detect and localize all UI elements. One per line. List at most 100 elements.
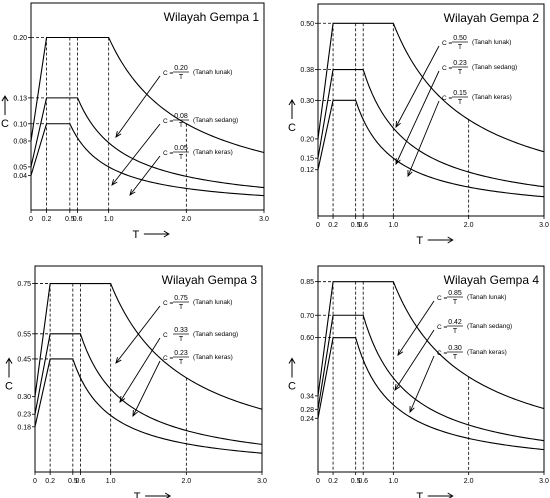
formula-denominator: T bbox=[458, 44, 463, 51]
soil-type-label: (Tanah lunak) bbox=[193, 69, 232, 76]
x-tick-label: 0.5 bbox=[65, 216, 75, 223]
formula-prefix: C = bbox=[163, 118, 174, 125]
formula-numerator: 0.42 bbox=[448, 319, 462, 326]
formula-denominator: T bbox=[453, 299, 458, 306]
y-tick-label: 0.15 bbox=[300, 156, 314, 163]
formula-prefix: C = bbox=[442, 40, 453, 47]
chart-panel-4: Wilayah Gempa 40.850.700.600.340.280.240… bbox=[288, 265, 549, 498]
x-tick-label: 0.5 bbox=[351, 222, 361, 229]
y-tick-label: 0.55 bbox=[17, 331, 31, 338]
y-axis-label: C bbox=[288, 380, 296, 392]
x-tick-label: 3.0 bbox=[257, 478, 267, 485]
y-tick-label: 0.38 bbox=[300, 67, 314, 74]
y-axis-arrowhead bbox=[288, 98, 296, 106]
x-tick-label: 2.0 bbox=[464, 478, 474, 485]
series-line bbox=[317, 99, 545, 198]
series-line bbox=[317, 68, 545, 188]
formula-denominator: T bbox=[179, 304, 184, 311]
formula-numerator: 0.08 bbox=[174, 113, 188, 120]
annotation-arrow bbox=[409, 355, 435, 413]
x-tick-label: 2.0 bbox=[464, 222, 474, 229]
formula-numerator: 0.33 bbox=[174, 327, 188, 334]
y-tick-label: 0.05 bbox=[13, 164, 27, 171]
x-axis-label: T bbox=[416, 491, 423, 498]
series-line bbox=[317, 337, 545, 451]
x-tick-label: 0.6 bbox=[73, 216, 83, 223]
series-line bbox=[317, 314, 545, 442]
series-line bbox=[30, 97, 265, 189]
annotation-arrowhead bbox=[394, 384, 401, 391]
y-tick-label: 0.50 bbox=[300, 21, 314, 28]
formula-prefix: C = bbox=[163, 70, 174, 77]
y-axis-arrowhead bbox=[1, 95, 9, 102]
soil-type-label: (Tanah keras) bbox=[193, 354, 233, 361]
y-axis-arrowhead bbox=[288, 357, 296, 364]
y-tick-label: 0.13 bbox=[13, 95, 27, 102]
formula-prefix: C bbox=[163, 332, 168, 339]
formula-prefix: C = bbox=[437, 295, 448, 302]
y-tick-label: 0.45 bbox=[17, 356, 31, 363]
soil-type-label: (Tanah lunak) bbox=[467, 294, 506, 301]
formula-denominator: T bbox=[179, 336, 184, 343]
soil-type-label: (Tanah sedang) bbox=[193, 117, 238, 124]
soil-type-label: (Tanah sedang) bbox=[467, 323, 512, 330]
y-tick-label: 0.24 bbox=[300, 416, 314, 423]
formula-prefix: C = bbox=[437, 324, 448, 331]
formula-numerator: 0.23 bbox=[174, 350, 188, 357]
annotation-arrow bbox=[111, 123, 161, 186]
x-tick-label: 2.0 bbox=[181, 216, 191, 223]
formula-numerator: 0.20 bbox=[174, 65, 188, 72]
series-line bbox=[317, 281, 545, 410]
formula-numerator: 0.30 bbox=[448, 345, 462, 352]
series-line bbox=[317, 22, 545, 153]
soil-type-label: (Tanah keras) bbox=[467, 349, 507, 356]
annotation-arrowhead bbox=[132, 409, 138, 418]
chart-panel-3: Wilayah Gempa 3 0.75 0.55 0.45 0.30 0.23 0.18 0… bbox=[5, 265, 267, 498]
x-tick-label: 0 bbox=[33, 478, 37, 485]
formula-numerator: 0.75 bbox=[174, 295, 188, 302]
y-tick-label: 0.20 bbox=[13, 35, 27, 42]
x-tick-label: 1.0 bbox=[104, 216, 114, 223]
formula-denominator: T bbox=[179, 122, 184, 129]
y-tick-label: 0.08 bbox=[13, 139, 27, 146]
series-line bbox=[34, 283, 263, 410]
x-tick-label: 0.2 bbox=[45, 478, 55, 485]
x-axis-label: T bbox=[132, 229, 139, 241]
annotation-arrow bbox=[129, 155, 161, 196]
annotation-arrowhead bbox=[395, 120, 401, 129]
series-line bbox=[30, 123, 265, 197]
y-tick-label: 0.28 bbox=[300, 407, 314, 414]
formula-numerator: 0.23 bbox=[453, 60, 467, 67]
y-tick-label: 0.10 bbox=[13, 121, 27, 128]
series-line bbox=[34, 333, 263, 445]
panel-title: Wilayah Gempa 3 bbox=[162, 273, 258, 287]
y-tick-label: 0.75 bbox=[17, 281, 31, 288]
y-tick-label: 0.30 bbox=[300, 98, 314, 105]
y-tick-label: 0.18 bbox=[17, 424, 31, 431]
formula-prefix: C = bbox=[163, 355, 174, 362]
plot-frame bbox=[34, 265, 263, 473]
y-tick-label: 0.85 bbox=[300, 279, 314, 286]
x-tick-label: 0 bbox=[316, 478, 320, 485]
soil-type-label: (Tanah keras) bbox=[472, 94, 512, 101]
plot-frame bbox=[317, 265, 545, 473]
x-tick-label: 0.2 bbox=[328, 222, 338, 229]
formula-denominator: T bbox=[458, 69, 463, 76]
panel-title: Wilayah Gempa 4 bbox=[444, 273, 540, 287]
annotation-arrow bbox=[394, 329, 435, 391]
y-axis-label: C bbox=[1, 118, 9, 130]
y-tick-label: 0.04 bbox=[13, 173, 27, 180]
formula-denominator: T bbox=[179, 74, 184, 81]
formula-denominator: T bbox=[458, 99, 463, 106]
y-tick-label: 0.12 bbox=[300, 167, 314, 174]
series-line bbox=[34, 358, 263, 454]
formula-denominator: T bbox=[179, 154, 184, 161]
plot-frame bbox=[30, 2, 265, 211]
y-tick-label: 0.70 bbox=[300, 313, 314, 320]
formula-numerator: 0.85 bbox=[448, 290, 462, 297]
annotation-arrow bbox=[115, 305, 161, 364]
y-tick-label: 0.60 bbox=[300, 335, 314, 342]
x-tick-label: 0 bbox=[316, 222, 320, 229]
y-axis-label: C bbox=[288, 122, 296, 134]
annotation-arrowhead bbox=[397, 349, 404, 356]
